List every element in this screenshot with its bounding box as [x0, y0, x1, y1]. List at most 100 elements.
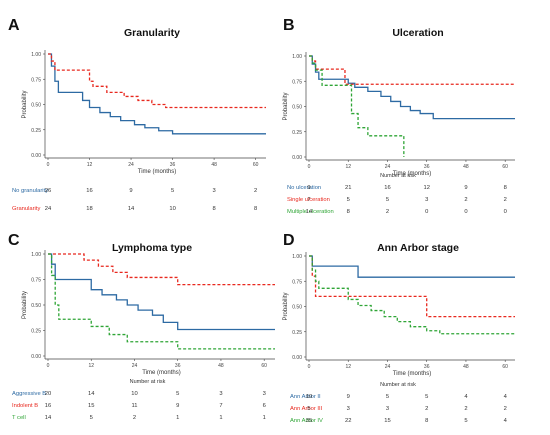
x-axis-title: Time (months) — [138, 169, 176, 175]
risk-count: 2 — [464, 406, 467, 412]
risk-count: 1 — [219, 415, 222, 421]
x-tick-label: 0 — [308, 364, 311, 370]
risk-count: 8 — [254, 206, 257, 212]
y-tick-label: 0.75 — [292, 79, 302, 85]
risk-table-header: Number at risk — [380, 382, 416, 388]
risk-count: 20 — [45, 391, 51, 397]
x-tick-label: 36 — [424, 164, 430, 170]
y-tick-label: 0.50 — [31, 303, 41, 309]
survival-curve-3 — [309, 255, 515, 335]
risk-row-label: Aggressive B — [12, 391, 46, 397]
risk-row-label: No granularity — [12, 188, 48, 194]
y-tick-label: 0.25 — [292, 130, 302, 136]
survival-curve-3 — [48, 253, 275, 350]
risk-count: 9 — [347, 394, 350, 400]
x-tick-label: 24 — [385, 364, 391, 370]
x-axis-title: Time (months) — [393, 371, 431, 377]
risk-count: 8 — [347, 209, 350, 215]
y-tick-label: 0.25 — [292, 330, 302, 336]
risk-count: 16 — [384, 185, 390, 191]
risk-row-label: Ann Arbor III — [290, 406, 323, 412]
risk-count: 35 — [306, 418, 312, 424]
risk-count: 5 — [90, 415, 93, 421]
x-tick-label: 60 — [502, 364, 508, 370]
risk-count: 16 — [45, 403, 51, 409]
x-tick-label: 48 — [218, 363, 224, 369]
y-tick-label: 0.75 — [31, 77, 41, 83]
x-tick-label: 36 — [170, 162, 176, 168]
risk-count: 5 — [307, 406, 310, 412]
risk-row-label: T cell — [12, 415, 26, 421]
y-tick-label: 0.00 — [31, 354, 41, 360]
risk-count: 0 — [464, 209, 467, 215]
risk-count: 22 — [345, 418, 351, 424]
risk-count: 8 — [425, 418, 428, 424]
y-tick-label: 0.00 — [292, 155, 302, 161]
x-tick-label: 12 — [87, 162, 93, 168]
risk-count: 26 — [45, 188, 51, 194]
survival-curve-2 — [48, 53, 266, 109]
risk-count: 8 — [504, 185, 507, 191]
risk-row-label: Single ulceration — [287, 197, 330, 203]
y-tick-label: 1.00 — [31, 252, 41, 258]
survival-curve-1 — [48, 253, 275, 331]
x-tick-label: 24 — [128, 162, 134, 168]
risk-row-label: Ann Arbor II — [290, 394, 321, 400]
x-tick-label: 24 — [132, 363, 138, 369]
y-axis-title: Probability — [22, 291, 28, 319]
risk-count: 10 — [131, 391, 137, 397]
risk-count: 0 — [425, 209, 428, 215]
survival-curve-2 — [309, 55, 515, 85]
risk-count: 6 — [263, 403, 266, 409]
risk-count: 2 — [464, 197, 467, 203]
x-tick-label: 60 — [261, 363, 267, 369]
risk-count: 4 — [504, 394, 508, 400]
panel-title: Ulceration — [392, 27, 443, 39]
y-tick-label: 0.75 — [292, 279, 302, 285]
risk-row-label: No ulceration — [287, 185, 321, 191]
survival-curve-2 — [309, 255, 515, 318]
survival-curve-1 — [309, 55, 515, 120]
risk-table-header: Number at risk — [130, 379, 166, 385]
x-tick-label: 0 — [47, 162, 50, 168]
x-tick-label: 24 — [385, 164, 391, 170]
risk-count: 21 — [345, 185, 351, 191]
x-tick-label: 12 — [345, 364, 351, 370]
y-tick-label: 0.50 — [292, 105, 302, 111]
risk-count: 24 — [45, 206, 52, 212]
risk-count: 5 — [176, 391, 179, 397]
risk-count: 15 — [88, 403, 94, 409]
risk-count: 4 — [464, 394, 468, 400]
y-axis-title: Probability — [283, 92, 289, 120]
risk-count: 9 — [307, 185, 310, 191]
risk-count: 14 — [128, 206, 135, 212]
risk-count: 5 — [171, 188, 174, 194]
risk-count: 14 — [306, 209, 313, 215]
y-tick-label: 1.00 — [31, 52, 41, 58]
risk-count: 3 — [219, 391, 222, 397]
x-tick-label: 0 — [47, 363, 50, 369]
risk-count: 18 — [86, 206, 92, 212]
risk-count: 9 — [129, 188, 132, 194]
y-tick-label: 0.25 — [31, 128, 41, 134]
panel-title: Lymphoma type — [112, 242, 192, 254]
y-tick-label: 0.50 — [31, 103, 41, 109]
survival-curve-2 — [48, 253, 275, 286]
x-tick-label: 36 — [175, 363, 181, 369]
risk-count: 5 — [425, 394, 428, 400]
risk-count: 3 — [263, 391, 266, 397]
x-axis-title: Time (months) — [393, 171, 431, 177]
panel-letter: D — [283, 232, 295, 249]
risk-row-label: Granularity — [12, 206, 40, 212]
risk-count: 3 — [347, 406, 350, 412]
risk-table-header: Number at risk — [380, 173, 416, 179]
panel-d: D Ann Arbor stage 0.00 0.25 0.50 0.75 1.00 0 12 2… — [283, 232, 515, 424]
y-tick-label: 0.50 — [292, 305, 302, 311]
x-axis-title: Time (months) — [142, 370, 180, 376]
risk-count: 7 — [219, 403, 222, 409]
risk-count: 2 — [254, 188, 257, 194]
panel-b: B Ulceration 0.00 0.25 0.50 0.75 1.00 0 12 24 36 48… — [283, 17, 515, 215]
risk-count: 10 — [169, 206, 175, 212]
